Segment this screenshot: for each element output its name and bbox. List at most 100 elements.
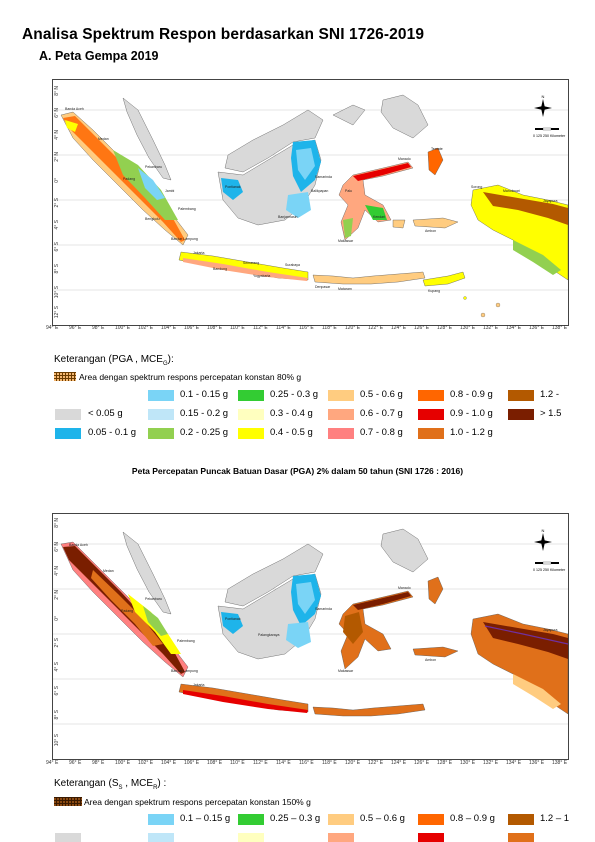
city-label: Bandung bbox=[213, 267, 227, 271]
philippines-west bbox=[332, 104, 366, 126]
lon-label: 94° E bbox=[46, 325, 59, 331]
papua-south-low bbox=[513, 240, 561, 275]
scale-bar bbox=[535, 561, 559, 565]
small-island bbox=[495, 302, 501, 308]
lon-label: 130° E bbox=[460, 325, 476, 331]
city-label: Mataram bbox=[338, 287, 352, 291]
lon-label: 96° E bbox=[69, 325, 82, 331]
city-label: Bengkulu bbox=[145, 217, 160, 221]
lat-label: 10° S bbox=[54, 286, 60, 299]
legend-swatch bbox=[148, 390, 174, 401]
kalimantan-east-light bbox=[296, 582, 315, 614]
sulawesi-south-green bbox=[343, 218, 353, 238]
city-label: Denpasar bbox=[315, 285, 331, 289]
city-label: Banjarmasin bbox=[278, 215, 298, 219]
legend-1-hatch-label: Area dengan spektrum respons percepatan … bbox=[79, 372, 302, 382]
city-label: Pekanbaru bbox=[145, 597, 162, 601]
lon-label: 94° E bbox=[46, 760, 59, 766]
city-label: Ternate bbox=[431, 147, 443, 151]
kalimantan-west-blue bbox=[221, 612, 243, 634]
lon-label: 118° E bbox=[322, 325, 337, 331]
legend-2-hatch-label: Area dengan spektrum respons percepatan … bbox=[84, 797, 311, 807]
city-label: Sorong bbox=[471, 185, 482, 189]
sulawesi-north-arm-high bbox=[353, 592, 411, 610]
timor-island bbox=[422, 271, 466, 287]
lat-label: 6° N bbox=[54, 542, 60, 552]
legend-swatch bbox=[55, 409, 81, 420]
lon-label: 118° E bbox=[322, 760, 337, 766]
city-label: Makassar bbox=[338, 669, 354, 673]
city-label: Padang bbox=[123, 177, 135, 181]
seram-island bbox=[412, 217, 459, 229]
legend-swatch bbox=[418, 390, 444, 401]
legend-swatch bbox=[508, 409, 534, 420]
legend-swatch bbox=[148, 409, 174, 420]
lon-label: 98° E bbox=[92, 760, 105, 766]
lat-label: 4° N bbox=[54, 566, 60, 576]
section-subheading: A. Peta Gempa 2019 bbox=[39, 49, 159, 63]
seismic-map-ss: N 0 125 250 Kilometer Banda Aceh Medan P… bbox=[52, 513, 569, 760]
legend-swatch bbox=[238, 814, 264, 825]
sulawesi-island bbox=[338, 590, 414, 670]
lon-label: 138° E bbox=[552, 325, 568, 331]
nusa-tenggara bbox=[312, 271, 426, 285]
legend-swatch bbox=[238, 409, 264, 420]
city-label: Jayapura bbox=[543, 199, 557, 203]
legend-label: 0.4 - 0.5 g bbox=[270, 427, 313, 438]
halmahera bbox=[427, 576, 444, 605]
north-arrow-icon: N bbox=[534, 94, 552, 117]
scale-bar bbox=[535, 127, 559, 131]
city-label: Banda Aceh bbox=[69, 543, 88, 547]
lat-label: 2° S bbox=[54, 198, 60, 208]
sulawesi-southeast-green bbox=[365, 205, 387, 220]
legend-1-title: Keterangan (PGA , MCEG): bbox=[54, 354, 174, 367]
city-label: Palangkaraya bbox=[258, 633, 279, 637]
svg-text:N: N bbox=[542, 528, 545, 533]
city-label: Palu bbox=[345, 189, 352, 193]
philippines-south bbox=[380, 94, 429, 139]
malay-peninsula bbox=[122, 531, 172, 615]
lon-label: 124° E bbox=[391, 760, 407, 766]
city-label: Padang bbox=[121, 609, 133, 613]
legend-2-next-row-cutoff bbox=[328, 833, 354, 842]
lon-label: 122° E bbox=[368, 325, 384, 331]
legend-2-next-row-cutoff bbox=[238, 833, 264, 842]
map-1-city-labels: Banda Aceh Medan Padang Pekanbaru Jambi … bbox=[65, 107, 557, 293]
map-1-svg: N 0 125 250 Kilometer Banda Aceh Medan P… bbox=[53, 94, 568, 318]
sulawesi-north-arm-high bbox=[353, 163, 411, 181]
lat-label: 4° S bbox=[54, 220, 60, 230]
lat-label: 4° S bbox=[54, 662, 60, 672]
legend-swatch bbox=[328, 814, 354, 825]
sumatra-mid bbox=[91, 570, 163, 646]
city-label: Bandar Lampung bbox=[171, 669, 198, 673]
lon-label: 108° E bbox=[207, 325, 223, 331]
city-label: Samarinda bbox=[315, 607, 332, 611]
lon-label: 132° E bbox=[483, 760, 499, 766]
city-label: Manado bbox=[398, 586, 411, 590]
lon-label: 122° E bbox=[368, 760, 384, 766]
lon-label: 96° E bbox=[69, 760, 82, 766]
lon-label: 116° E bbox=[299, 760, 314, 766]
lat-label: 4° N bbox=[54, 130, 60, 140]
legend-label: 0.5 – 0.6 g bbox=[360, 813, 405, 824]
lat-label: 10° S bbox=[54, 734, 60, 747]
lon-label: 138° E bbox=[552, 760, 568, 766]
city-label: Jakarta bbox=[193, 251, 205, 255]
city-label: Manado bbox=[398, 157, 411, 161]
legend-swatch bbox=[238, 428, 264, 439]
legend-2-title: Keterangan (SS , MCER) : bbox=[54, 778, 167, 791]
legend-swatch bbox=[148, 428, 174, 439]
lon-label: 116° E bbox=[299, 325, 314, 331]
lon-label: 104° E bbox=[161, 325, 177, 331]
lon-label: 106° E bbox=[184, 760, 200, 766]
lon-label: 112° E bbox=[253, 325, 268, 331]
city-label: Manokwari bbox=[503, 189, 520, 193]
north-borneo bbox=[224, 109, 324, 173]
city-label: Yogyakarta bbox=[253, 274, 270, 278]
lon-label: 100° E bbox=[115, 325, 131, 331]
north-borneo bbox=[224, 543, 324, 607]
nusa-tenggara bbox=[312, 703, 426, 717]
city-label: Makassar bbox=[338, 239, 354, 243]
lon-label: 130° E bbox=[460, 760, 476, 766]
city-label: Samarinda bbox=[315, 175, 332, 179]
